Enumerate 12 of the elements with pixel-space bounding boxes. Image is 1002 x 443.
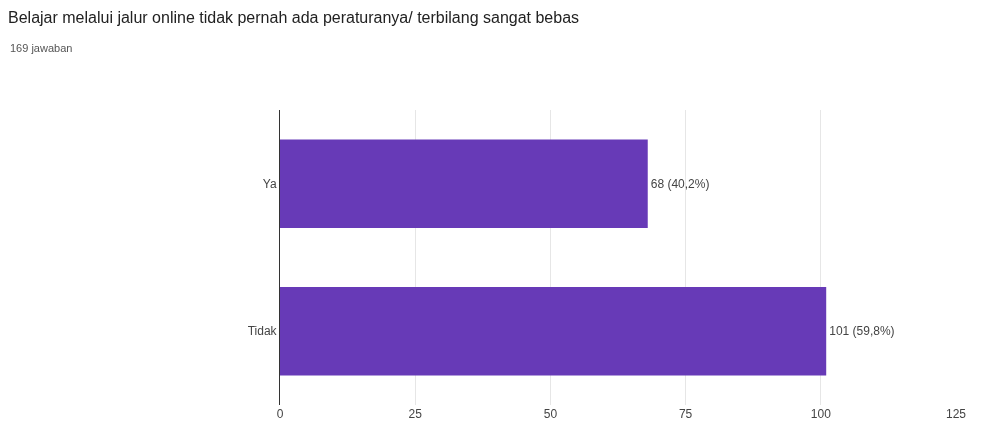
x-tick-label: 0: [276, 407, 284, 421]
x-tick-label: 50: [543, 407, 558, 421]
chart-title: Belajar melalui jalur online tidak pernah ada peraturanya/ terbilang sangat bebas: [8, 9, 580, 27]
data-label: 68 (40,2%): [650, 176, 710, 191]
x-tick-label: 100: [810, 407, 832, 421]
x-tick-label: 25: [408, 407, 423, 421]
data-label: 101 (59,8%): [829, 324, 895, 339]
y-tick-label: Tidak: [247, 324, 278, 339]
text: 169 jawaban: [10, 42, 73, 54]
x-tick-label: 125: [945, 407, 967, 421]
y-tick-label: Ya: [262, 176, 277, 191]
x-tick-label: 75: [678, 407, 693, 421]
